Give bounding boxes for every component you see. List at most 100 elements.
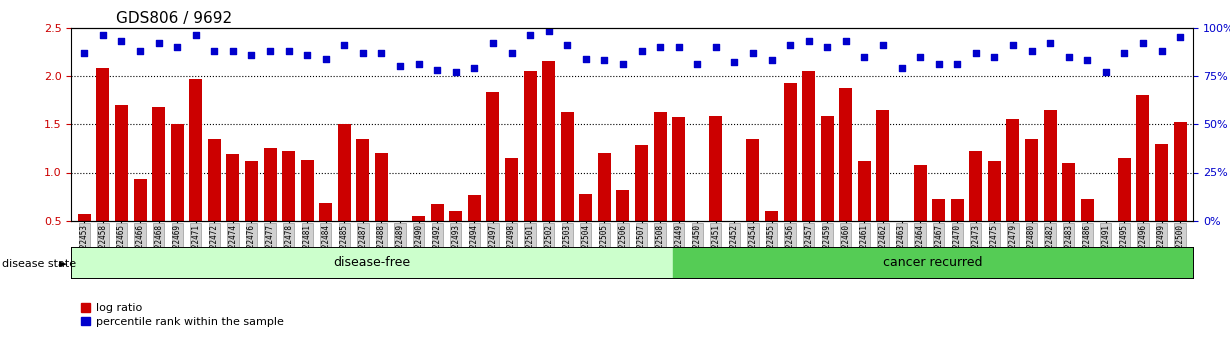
- Point: [223, 48, 242, 53]
- Bar: [877, 110, 889, 269]
- Bar: [1173, 122, 1187, 269]
- Bar: [263, 148, 277, 269]
- Point: [855, 54, 875, 59]
- Text: disease-free: disease-free: [333, 256, 411, 269]
- Point: [186, 32, 205, 38]
- Bar: [524, 71, 536, 269]
- Bar: [635, 146, 648, 269]
- Bar: [189, 79, 202, 269]
- Bar: [802, 71, 815, 269]
- Bar: [1081, 199, 1093, 269]
- Point: [1077, 58, 1097, 63]
- Bar: [1025, 139, 1038, 269]
- Point: [688, 61, 707, 67]
- Bar: [895, 233, 908, 269]
- Point: [724, 60, 744, 65]
- Point: [353, 50, 373, 56]
- Bar: [839, 88, 852, 269]
- Point: [204, 48, 224, 53]
- Bar: [747, 139, 759, 269]
- Point: [613, 61, 632, 67]
- Point: [75, 50, 95, 56]
- Bar: [1137, 95, 1150, 269]
- Text: GDS806 / 9692: GDS806 / 9692: [116, 11, 232, 27]
- Point: [1151, 48, 1171, 53]
- Bar: [1063, 163, 1075, 269]
- Point: [966, 50, 985, 56]
- Point: [576, 56, 595, 61]
- Point: [371, 50, 391, 56]
- Bar: [357, 139, 369, 269]
- Point: [706, 44, 726, 50]
- Bar: [969, 151, 983, 269]
- Point: [1133, 40, 1153, 46]
- Bar: [932, 199, 945, 269]
- Point: [1096, 69, 1116, 75]
- Point: [93, 32, 113, 38]
- Bar: [467, 195, 481, 269]
- Text: disease state: disease state: [2, 259, 76, 269]
- Bar: [784, 83, 797, 269]
- Bar: [616, 190, 630, 269]
- Point: [557, 42, 577, 48]
- Bar: [542, 61, 555, 269]
- Bar: [914, 165, 926, 269]
- Point: [892, 66, 911, 71]
- Bar: [71, 247, 673, 278]
- Bar: [691, 248, 704, 269]
- Bar: [77, 214, 91, 269]
- Point: [761, 58, 781, 63]
- Bar: [765, 211, 779, 269]
- Bar: [430, 204, 444, 269]
- Point: [427, 67, 446, 73]
- Bar: [208, 139, 221, 269]
- Bar: [114, 105, 128, 269]
- Bar: [300, 160, 314, 269]
- Point: [780, 42, 800, 48]
- Point: [798, 38, 818, 44]
- Point: [261, 48, 280, 53]
- Point: [910, 54, 930, 59]
- Point: [818, 44, 838, 50]
- Bar: [245, 161, 258, 269]
- Bar: [820, 117, 834, 269]
- Bar: [486, 92, 499, 269]
- Point: [408, 61, 428, 67]
- Point: [1170, 34, 1189, 40]
- Point: [465, 66, 485, 71]
- Point: [149, 40, 169, 46]
- Legend: log ratio, percentile rank within the sample: log ratio, percentile rank within the sa…: [77, 299, 288, 331]
- Point: [669, 44, 689, 50]
- Point: [167, 44, 187, 50]
- Bar: [1118, 158, 1130, 269]
- Point: [316, 56, 336, 61]
- Bar: [672, 117, 685, 269]
- Bar: [951, 199, 964, 269]
- Point: [651, 44, 670, 50]
- Bar: [153, 107, 165, 269]
- Point: [446, 69, 466, 75]
- Bar: [412, 216, 426, 269]
- Point: [743, 50, 763, 56]
- Text: ►: ►: [59, 259, 68, 269]
- Bar: [320, 204, 332, 269]
- Bar: [134, 179, 146, 269]
- Bar: [506, 158, 518, 269]
- Bar: [1155, 144, 1168, 269]
- Point: [112, 38, 132, 44]
- Bar: [171, 124, 183, 269]
- Bar: [728, 228, 740, 269]
- Bar: [988, 161, 1001, 269]
- Bar: [1100, 243, 1112, 269]
- Bar: [226, 154, 240, 269]
- Point: [520, 32, 540, 38]
- Bar: [338, 124, 351, 269]
- Point: [390, 63, 410, 69]
- Bar: [449, 211, 462, 269]
- Point: [984, 54, 1004, 59]
- Point: [502, 50, 522, 56]
- Bar: [561, 112, 573, 269]
- Point: [279, 48, 299, 53]
- Point: [130, 48, 150, 53]
- Point: [539, 29, 558, 34]
